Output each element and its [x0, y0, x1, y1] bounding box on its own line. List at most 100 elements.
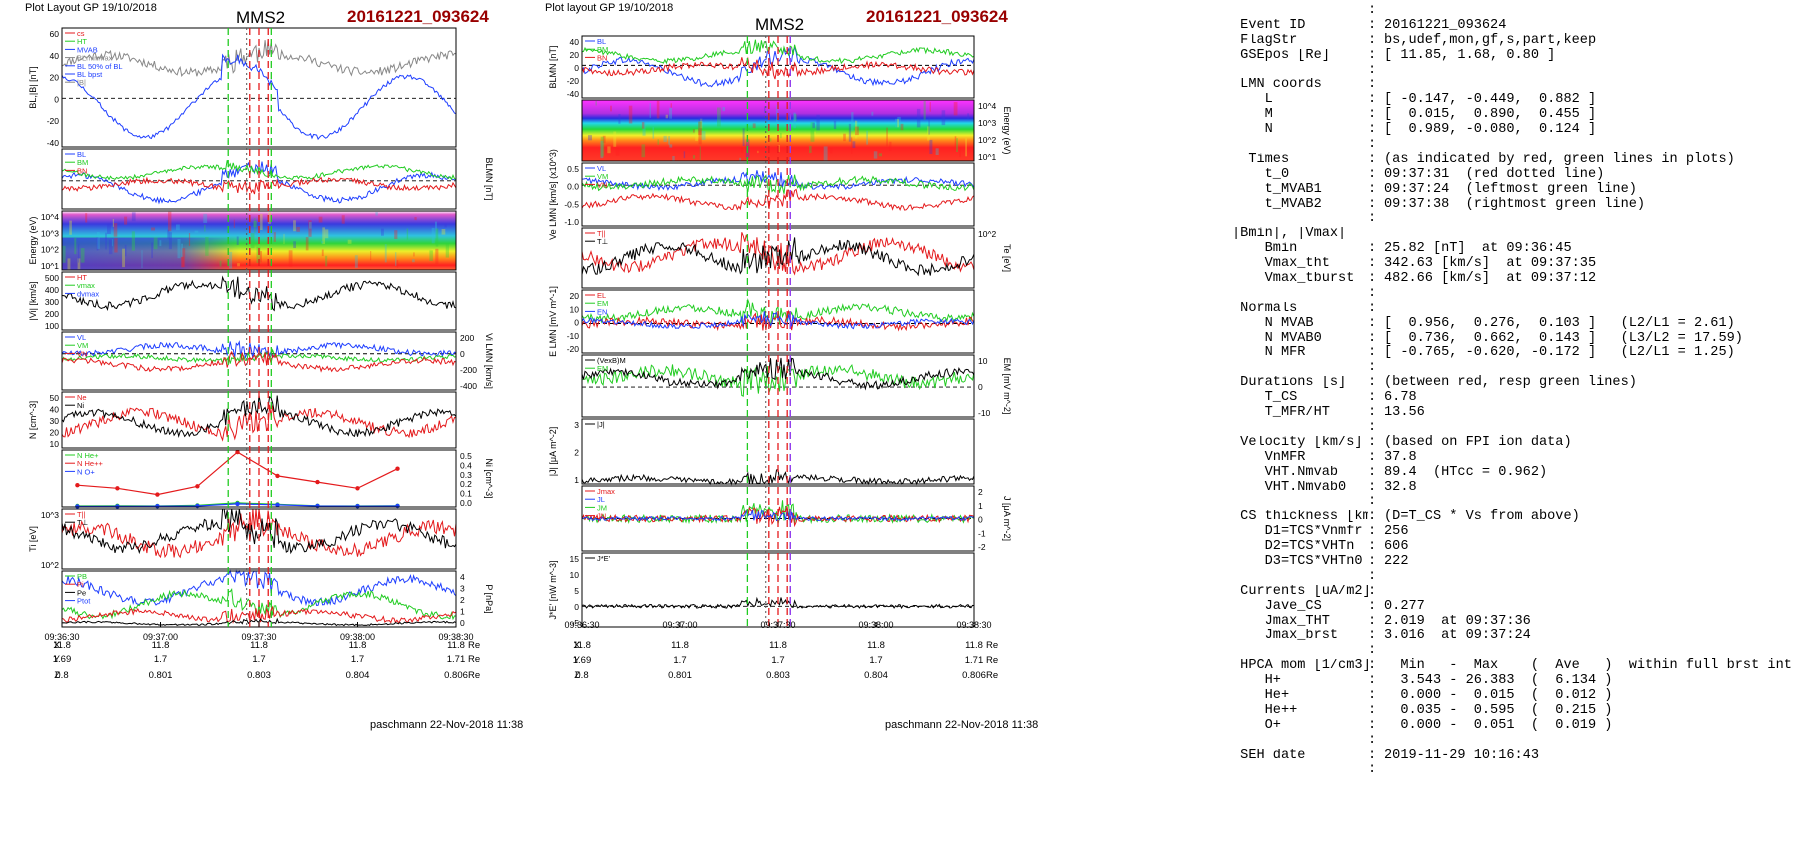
- legend-label: BL bpst: [77, 70, 103, 79]
- spectrogram-texture: [168, 211, 172, 232]
- spectrogram-texture: [852, 141, 856, 148]
- spectrogram-texture: [114, 237, 118, 253]
- spectrogram-texture: [77, 258, 81, 270]
- y-axis-label: Te [eV]: [1002, 244, 1012, 272]
- info-key: VHT.Nmvab: [1232, 465, 1339, 480]
- info-colon: :: [1368, 360, 1377, 376]
- spectrogram-texture: [151, 242, 153, 259]
- y-tick-label: 0: [574, 318, 579, 328]
- panel-frame: [581, 354, 975, 418]
- y-axis-label: Energy (eV): [1002, 106, 1012, 154]
- y-tick-label: 0: [978, 515, 983, 525]
- spectrogram-texture: [812, 122, 815, 129]
- marker-lines: [746, 36, 791, 627]
- panel-frame: [581, 418, 975, 485]
- info-key: |Bmin|, |Vmax|: [1232, 227, 1347, 242]
- legend-label: JN: [597, 512, 606, 521]
- info-line: VHT.Nmvab0:32.8: [1232, 480, 1804, 496]
- info-line: FlagStr: bs,udef,mon,gf,s,part,keep: [1232, 32, 1804, 49]
- spectrogram-texture: [283, 233, 285, 244]
- position-value: 1.7: [252, 654, 265, 665]
- y-tick-label: -40: [567, 89, 580, 99]
- info-value: 25.82 [nT] at 09:36:45: [1384, 241, 1572, 257]
- y-tick-label: 0.3: [460, 470, 472, 480]
- spectrogram-texture: [325, 255, 328, 267]
- y-tick-label: 10^4: [978, 101, 996, 111]
- y-tick-label: -5: [571, 618, 579, 628]
- y-tick-label: -20: [47, 116, 60, 126]
- info-colon: :: [1368, 330, 1377, 346]
- spectrogram-texture: [878, 153, 882, 157]
- position-row-label: Y: [574, 655, 581, 666]
- spectrogram-texture: [412, 259, 415, 263]
- spectrogram-texture: [305, 237, 309, 251]
- x-tick-label: 09:37:00: [143, 632, 178, 642]
- series-line: [581, 237, 975, 277]
- y-tick-label: 20: [50, 428, 60, 438]
- spectrogram-texture: [375, 212, 378, 216]
- legend-label: BM: [77, 158, 88, 167]
- info-key: Vmax_tburst: [1232, 272, 1355, 287]
- y-axis-label: N [cm^-3]: [28, 401, 38, 439]
- position-value: 1.71: [447, 654, 466, 665]
- info-colon: :: [1368, 32, 1377, 48]
- info-colon: :: [1368, 434, 1377, 450]
- info-key: O+: [1232, 718, 1281, 733]
- info-line: M: [ 0.015, 0.890, 0.455 ]: [1232, 107, 1804, 123]
- info-colon: :: [1368, 553, 1377, 569]
- info-value: 3.016 at 09:37:24: [1384, 628, 1531, 644]
- info-colon: :: [1368, 598, 1377, 614]
- y-tick-label: 60: [50, 29, 60, 39]
- spectrogram-texture: [698, 117, 703, 121]
- info-value: 0.000 - 0.051 ( 0.019 ): [1384, 717, 1613, 733]
- info-line: :: [1232, 763, 1804, 778]
- spectrogram-texture: [435, 228, 439, 247]
- info-colon: :: [1368, 419, 1377, 435]
- info-line: D2=TCS*VHTn:606: [1232, 539, 1804, 555]
- legend-label: |B|: [77, 78, 86, 87]
- info-key: Velocity [km/s]: [1232, 435, 1363, 450]
- legend-label: JM: [597, 503, 607, 512]
- spectrogram-texture: [406, 228, 409, 240]
- info-key: t_MVAB2: [1232, 197, 1322, 212]
- info-value: (D=T_CS * Vs from above): [1384, 509, 1580, 525]
- info-value: 0.277: [1384, 598, 1425, 614]
- spectrogram-texture: [159, 240, 162, 247]
- info-line: N MVAB0: [ 0.736, 0.662, 0.143 ] (L3/L2 =…: [1232, 330, 1804, 347]
- y-axis-label: EM [mV m^-2]: [1002, 358, 1012, 415]
- y-tick-label: 15: [570, 554, 580, 564]
- info-line: HPCA mom [1/cm3]: Min - Max ( Ave ) with…: [1232, 658, 1804, 674]
- info-value: [ 0.989, -0.080, 0.124 ]: [1384, 122, 1597, 138]
- spectrogram-texture: [153, 237, 158, 250]
- info-value: 0.035 - 0.595 ( 0.215 ): [1384, 702, 1613, 718]
- y-axis-label: BL,|B| [nT]: [28, 66, 38, 108]
- info-colon: :: [1368, 747, 1377, 763]
- spectrogram-texture: [929, 139, 933, 154]
- info-value: (between red, resp green lines): [1384, 375, 1637, 391]
- y-tick-label: 4: [460, 572, 465, 582]
- info-line: CS thickness [km]: (D=T_CS * Vs from abov…: [1232, 509, 1804, 525]
- info-colon: :: [1368, 345, 1377, 361]
- y-tick-label: 0: [574, 602, 579, 612]
- y-tick-label: 0.1: [460, 489, 472, 499]
- info-key: D3=TCS*VHTn0: [1232, 554, 1363, 569]
- marker-lines: [227, 28, 272, 627]
- info-line: :: [1232, 569, 1804, 585]
- info-line: |Bmin|, |Vmax|: [1232, 227, 1804, 242]
- spectrogram-texture: [259, 251, 262, 263]
- spectrogram-texture: [414, 217, 417, 221]
- info-colon: :: [1368, 17, 1377, 33]
- data-point: [395, 503, 400, 509]
- position-value: 0.806: [962, 670, 986, 681]
- spectrogram-texture: [698, 121, 702, 131]
- legend-label: cs: [77, 29, 85, 38]
- spectrogram-texture: [641, 144, 646, 158]
- y-tick-label: 10^3: [41, 510, 59, 520]
- spectrogram-texture: [384, 244, 387, 263]
- spectrogram-texture: [600, 136, 605, 157]
- info-line: N: [ 0.989, -0.080, 0.124 ]: [1232, 122, 1804, 138]
- info-colon: :: [1368, 256, 1377, 272]
